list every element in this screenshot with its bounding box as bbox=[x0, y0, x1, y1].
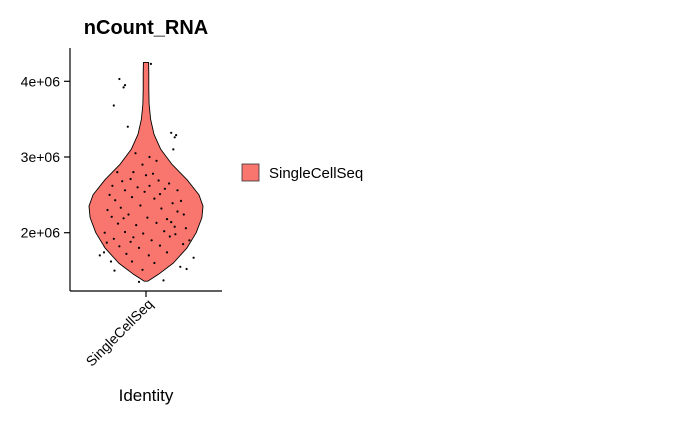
data-point bbox=[141, 268, 144, 271]
data-point bbox=[155, 221, 158, 224]
data-point bbox=[148, 184, 151, 187]
y-tick-label: 3e+06 bbox=[21, 149, 61, 165]
data-point bbox=[126, 125, 129, 128]
data-point bbox=[112, 104, 115, 107]
data-point bbox=[116, 171, 119, 174]
data-point bbox=[118, 77, 121, 81]
data-point bbox=[123, 230, 127, 234]
data-point bbox=[143, 190, 146, 193]
data-point bbox=[150, 239, 153, 242]
data-point bbox=[158, 244, 162, 247]
data-point bbox=[129, 177, 132, 181]
data-point bbox=[141, 163, 144, 166]
legend: SingleCellSeq bbox=[241, 163, 363, 182]
data-point bbox=[176, 189, 179, 192]
data-point bbox=[119, 206, 122, 209]
data-point bbox=[168, 182, 171, 185]
data-point bbox=[173, 136, 176, 139]
data-point bbox=[179, 199, 183, 202]
data-point bbox=[112, 237, 115, 240]
data-point bbox=[110, 215, 113, 218]
data-point bbox=[136, 186, 139, 189]
data-point bbox=[179, 265, 182, 268]
data-point bbox=[135, 224, 138, 227]
data-point bbox=[139, 204, 142, 207]
data-point bbox=[122, 217, 125, 220]
data-point bbox=[123, 189, 127, 192]
data-point bbox=[113, 269, 116, 272]
data-point bbox=[176, 210, 179, 213]
data-point bbox=[130, 260, 134, 263]
data-point bbox=[127, 213, 130, 216]
data-point bbox=[155, 159, 158, 162]
plot-area bbox=[88, 61, 204, 283]
x-tick-label: SingleCellSeq bbox=[83, 296, 157, 370]
legend-swatch bbox=[241, 163, 260, 182]
data-point bbox=[163, 187, 166, 190]
data-point bbox=[182, 243, 185, 246]
data-point bbox=[132, 236, 135, 239]
data-point bbox=[168, 235, 171, 238]
data-point bbox=[134, 152, 137, 155]
data-point bbox=[132, 171, 135, 174]
data-point bbox=[98, 254, 101, 257]
violin-shape bbox=[88, 61, 204, 282]
data-point bbox=[170, 221, 173, 224]
data-point bbox=[162, 279, 165, 282]
data-point bbox=[184, 227, 187, 230]
data-point bbox=[157, 179, 160, 182]
data-point bbox=[174, 233, 177, 236]
data-point bbox=[146, 216, 149, 219]
y-tick-label: 2e+06 bbox=[21, 225, 61, 241]
data-point bbox=[153, 261, 156, 265]
data-point bbox=[170, 131, 173, 134]
data-point bbox=[130, 196, 134, 199]
y-ticks: 2e+06 3e+06 4e+06 bbox=[21, 73, 70, 241]
data-point bbox=[153, 197, 156, 200]
data-point bbox=[122, 86, 125, 89]
data-point bbox=[188, 239, 191, 242]
data-point bbox=[114, 199, 117, 202]
data-point bbox=[121, 180, 124, 183]
data-point bbox=[172, 148, 175, 151]
data-point bbox=[111, 184, 114, 187]
data-point bbox=[151, 172, 155, 175]
data-point bbox=[105, 241, 108, 244]
data-point bbox=[171, 202, 174, 205]
data-point bbox=[125, 252, 128, 255]
chart-title: nCount_RNA bbox=[84, 17, 208, 39]
data-point bbox=[147, 254, 150, 257]
data-point bbox=[163, 230, 166, 233]
data-point bbox=[144, 174, 148, 177]
data-point bbox=[182, 213, 185, 216]
data-point bbox=[142, 232, 145, 235]
data-point bbox=[103, 231, 106, 234]
data-point bbox=[185, 267, 188, 271]
legend-label: SingleCellSeq bbox=[269, 165, 363, 182]
data-point bbox=[129, 240, 132, 243]
data-point bbox=[102, 251, 106, 254]
data-point bbox=[148, 155, 151, 159]
data-point bbox=[123, 84, 127, 87]
data-point bbox=[137, 246, 141, 249]
data-point bbox=[137, 280, 141, 283]
data-point bbox=[160, 207, 163, 210]
data-point bbox=[118, 245, 121, 248]
data-point bbox=[108, 193, 111, 196]
data-point bbox=[173, 225, 176, 228]
data-point bbox=[165, 218, 169, 221]
data-point bbox=[158, 193, 162, 196]
x-ticks: SingleCellSeq bbox=[83, 291, 157, 370]
data-point bbox=[106, 208, 109, 212]
data-point bbox=[109, 260, 113, 263]
data-point bbox=[165, 251, 169, 254]
data-point bbox=[149, 62, 152, 65]
data-point bbox=[116, 222, 120, 225]
data-point bbox=[192, 256, 195, 259]
y-tick-label: 4e+06 bbox=[21, 73, 61, 89]
data-point bbox=[175, 134, 178, 137]
x-axis-title: Identity bbox=[119, 386, 174, 405]
